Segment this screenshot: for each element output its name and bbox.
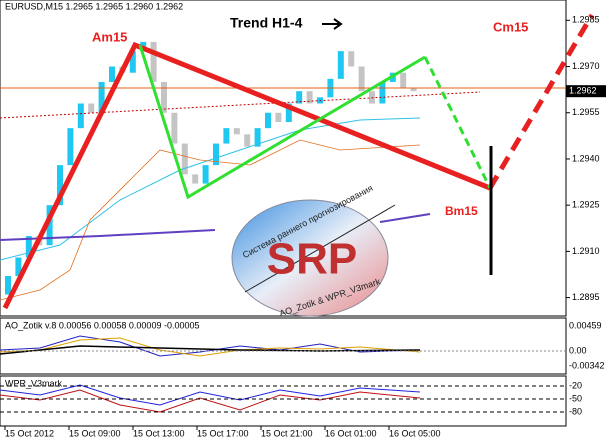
ma-line	[379, 213, 431, 223]
candle	[400, 72, 407, 89]
candle	[358, 66, 365, 92]
y-tick-label: 1.2970	[572, 61, 600, 71]
trend-line	[0, 91, 481, 119]
candle	[67, 128, 74, 166]
candle	[161, 81, 167, 113]
candle	[379, 81, 386, 104]
candle	[98, 81, 105, 113]
candle	[181, 143, 188, 175]
candle	[275, 112, 282, 122]
chart-title: EURUSD,M15 1.2965 1.2965 1.2960 1.2962	[5, 1, 183, 11]
candle	[25, 235, 32, 258]
x-tick-label: 15 Oct 17:00	[197, 428, 249, 438]
candle	[129, 51, 136, 73]
candle	[171, 112, 178, 144]
x-tick-label: 15 Oct 2012	[5, 428, 54, 438]
y-tick-label: 1.2925	[572, 200, 600, 210]
wave-line	[2, 41, 491, 310]
candle	[213, 143, 219, 166]
ao-line	[0, 335, 421, 357]
candle	[337, 51, 344, 79]
candle	[5, 276, 11, 295]
ma-line	[0, 139, 421, 301]
logo-arrow	[244, 204, 396, 293]
wave-forecast	[423, 56, 492, 189]
candle	[15, 257, 22, 277]
panel-title: AO_Zotik v.8 0.00056 0.00058 0.00009 -0.…	[5, 320, 199, 330]
trend-arrow	[333, 18, 343, 30]
x-tick-label: 15 Oct 09:00	[69, 428, 121, 438]
wave-label: Cm15	[493, 19, 528, 34]
y-tick-label: -50	[569, 393, 582, 403]
y-tick-label: 1.2910	[572, 246, 600, 256]
candle	[296, 91, 303, 104]
candle	[192, 174, 199, 184]
candle	[244, 134, 251, 147]
candle	[57, 165, 63, 206]
y-tick-label: 1.2985	[572, 15, 600, 25]
candle	[202, 165, 209, 184]
ao-line	[0, 337, 421, 357]
candle	[77, 103, 84, 129]
wpr-panel	[0, 375, 567, 427]
y-tick-label: 1.2895	[572, 292, 600, 302]
logo-text: SRP	[267, 235, 357, 284]
candle	[233, 128, 240, 135]
y-tick-label: -80	[569, 406, 582, 416]
candle	[306, 91, 313, 104]
y-tick-label: 0.00	[569, 345, 587, 355]
x-tick-label: 16 Oct 01:00	[325, 428, 377, 438]
price-box	[566, 85, 606, 98]
wave-line	[138, 44, 426, 200]
candle	[254, 128, 261, 147]
price-label: 1.2962	[569, 86, 597, 96]
candle	[223, 128, 230, 144]
x-tick-label: 16 Oct 05:00	[389, 428, 441, 438]
candle	[369, 91, 375, 104]
y-tick-label: -20	[569, 380, 582, 390]
y-tick-label: 0.00459	[569, 320, 602, 330]
wave-forecast	[487, 13, 595, 190]
candle	[109, 66, 115, 82]
candle	[410, 88, 417, 92]
ma-line	[0, 229, 216, 241]
candle	[285, 103, 292, 122]
candle	[150, 41, 157, 82]
candle	[46, 205, 53, 246]
candle	[348, 51, 355, 67]
wpr-line	[0, 389, 421, 413]
y-tick-label: 1.2955	[572, 107, 600, 117]
logo	[231, 199, 389, 317]
wave-label: Bm15	[445, 204, 478, 218]
y-tick-label: 1.2940	[572, 153, 600, 163]
panel-title: WPR_V3mark	[5, 378, 63, 388]
candle	[88, 103, 95, 113]
candle	[265, 112, 271, 129]
y-tick-label: -0.00342	[569, 360, 605, 370]
wpr-line	[0, 384, 421, 406]
wave-label: Am15	[92, 29, 127, 44]
trend-label: Trend H1-4	[230, 15, 303, 31]
x-tick-label: 15 Oct 21:00	[261, 428, 313, 438]
x-tick-label: 15 Oct 13:00	[133, 428, 185, 438]
